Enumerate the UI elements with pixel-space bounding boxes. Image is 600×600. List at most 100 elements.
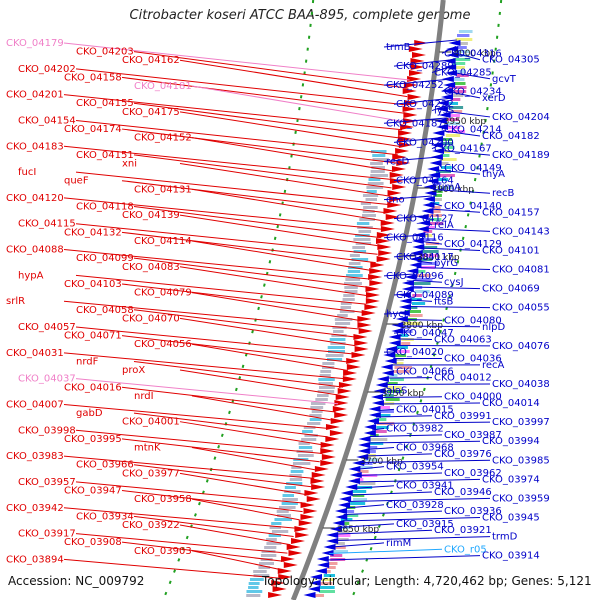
- feature-segment: [282, 494, 295, 497]
- right-leader-line: [348, 497, 491, 502]
- forward-gene-arrow: [332, 406, 347, 412]
- feature-segment: [426, 226, 435, 229]
- feature-segment: [343, 282, 362, 285]
- reverse-gene-arrow: [411, 238, 424, 244]
- right-gene-label: CKO_04055: [492, 303, 550, 314]
- right-gene-label: rumA: [434, 182, 461, 193]
- left-leader-line: [121, 128, 397, 164]
- feature-segment: [396, 346, 408, 349]
- feature-segment: [400, 326, 411, 329]
- right-gene-label: gcvT: [492, 74, 517, 85]
- left-leader-line: [179, 59, 408, 98]
- right-gene-label: CKO_03945: [482, 512, 540, 523]
- right-leader-line: [408, 299, 433, 302]
- reverse-gene-arrow: [317, 562, 330, 568]
- reverse-gene-arrow: [395, 316, 408, 322]
- feature-segment: [420, 254, 439, 257]
- feature-segment: [337, 534, 351, 537]
- feature-segment: [436, 186, 454, 189]
- feature-segment: [393, 358, 404, 361]
- reverse-gene-arrow: [371, 400, 384, 406]
- right-leader-line: [411, 286, 481, 290]
- forward-gene-arrow: [407, 94, 422, 100]
- forward-gene-arrow: [368, 274, 383, 280]
- feature-segment: [438, 174, 455, 177]
- reverse-gene-arrow: [409, 256, 422, 262]
- forward-gene-arrow: [320, 460, 335, 466]
- right-gene-label: xerD: [482, 93, 506, 104]
- reverse-gene-arrow: [410, 250, 423, 256]
- feature-segment: [455, 38, 473, 41]
- feature-segment: [447, 130, 466, 133]
- feature-segment: [328, 350, 346, 353]
- feature-segment: [384, 394, 394, 397]
- left-leader-line: [63, 352, 346, 380]
- left-leader-line: [75, 429, 323, 454]
- right-gene-label: CKO_04047: [396, 328, 454, 339]
- reverse-gene-arrow: [409, 262, 422, 268]
- feature-segment: [271, 522, 282, 525]
- right-leader-line: [341, 516, 481, 522]
- right-gene-label: CKO_04204: [492, 112, 550, 123]
- feature-segment: [318, 590, 335, 593]
- feature-segment: [374, 418, 387, 421]
- left-leader-line: [133, 206, 382, 239]
- feature-segment: [327, 346, 345, 349]
- feature-segment: [369, 442, 384, 445]
- right-leader-line: [383, 312, 406, 315]
- feature-segment: [352, 494, 365, 497]
- left-leader-line: [191, 240, 374, 272]
- feature-segment: [337, 314, 348, 317]
- forward-gene-arrow: [272, 586, 287, 592]
- forward-gene-arrow: [358, 328, 373, 334]
- feature-segment: [298, 446, 313, 449]
- reverse-gene-arrow: [338, 502, 351, 508]
- forward-gene-arrow: [409, 70, 424, 76]
- feature-segment: [307, 422, 321, 425]
- left-leader-line: [179, 472, 309, 496]
- left-leader-line: [133, 51, 409, 89]
- right-leader-line: [443, 130, 481, 137]
- left-gene-label: CKO_03894: [6, 554, 64, 565]
- forward-gene-arrow: [365, 298, 380, 304]
- right-gene-label: CKO_04214: [444, 125, 502, 136]
- left-gene-label: srlR: [6, 296, 25, 307]
- left-gene-label: CKO_04114: [134, 236, 192, 247]
- left-gene-label: proX: [122, 365, 145, 376]
- left-leader-line: [121, 231, 376, 264]
- left-gene-label: mtnK: [134, 443, 161, 454]
- left-leader-line: [75, 119, 398, 156]
- feature-segment: [311, 402, 326, 405]
- right-gene-label: CKO_04305: [482, 55, 540, 66]
- right-gene-label: CKO_04252: [386, 80, 444, 91]
- feature-segment: [352, 490, 367, 493]
- right-gene-label: CKO_04101: [482, 245, 540, 256]
- right-leader-line: [393, 293, 411, 296]
- feature-segment: [434, 190, 443, 193]
- feature-segment: [301, 438, 317, 441]
- genome-summary-text: Topology: circular; Length: 4,720,462 bp…: [262, 574, 592, 588]
- left-gene-label: CKO_03922: [122, 520, 180, 531]
- left-gene-label: CKO_04007: [6, 399, 64, 410]
- right-gene-label: hycI: [386, 309, 407, 320]
- right-gene-label: eno: [386, 195, 405, 206]
- feature-segment: [327, 566, 336, 569]
- right-gene-label: CKO_04076: [492, 341, 550, 352]
- left-gene-label: gabD: [76, 408, 103, 419]
- feature-segment: [302, 430, 313, 433]
- feature-segment: [386, 382, 398, 385]
- reverse-gene-arrow: [349, 472, 362, 478]
- forward-gene-arrow: [353, 334, 368, 340]
- feature-segment: [438, 178, 449, 181]
- forward-gene-arrow: [395, 148, 410, 154]
- left-gene-label: CKO_04103: [64, 279, 122, 290]
- feature-segment: [431, 206, 441, 209]
- left-gene-label: CKO_04151: [76, 150, 134, 161]
- reverse-gene-arrow: [401, 280, 414, 286]
- reverse-gene-arrow: [441, 94, 454, 100]
- feature-segment: [309, 414, 322, 417]
- feature-segment: [312, 594, 325, 597]
- right-leader-line: [393, 332, 401, 334]
- right-leader-line: [383, 117, 446, 124]
- left-gene-label: CKO_04001: [122, 417, 180, 428]
